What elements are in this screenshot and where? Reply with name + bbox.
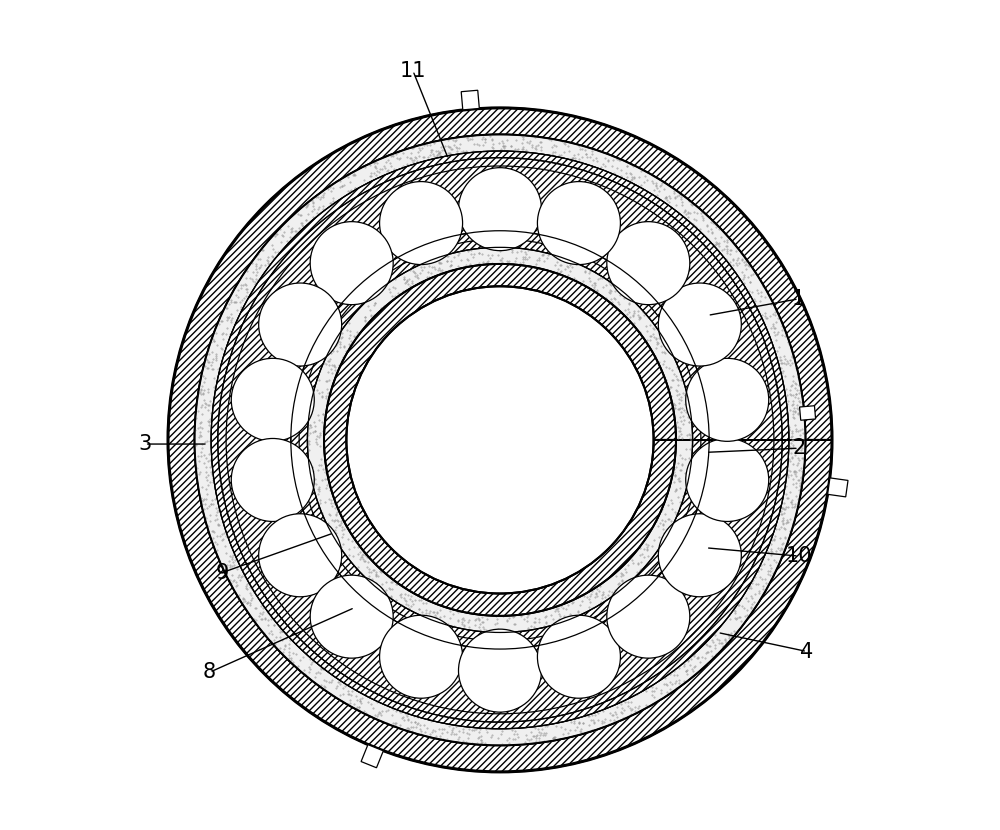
Polygon shape (361, 745, 383, 768)
Polygon shape (307, 247, 693, 632)
Text: 3: 3 (138, 434, 151, 454)
Polygon shape (461, 90, 479, 110)
Text: 4: 4 (800, 642, 814, 662)
Text: 1: 1 (792, 289, 805, 309)
Circle shape (537, 182, 620, 265)
Circle shape (346, 286, 654, 593)
Circle shape (607, 222, 690, 305)
Circle shape (231, 359, 314, 442)
Circle shape (380, 182, 463, 265)
Circle shape (658, 283, 741, 366)
Circle shape (168, 108, 832, 772)
Circle shape (658, 514, 741, 597)
Text: 9: 9 (215, 563, 229, 583)
Text: 8: 8 (203, 662, 216, 682)
Circle shape (607, 575, 690, 658)
Polygon shape (800, 406, 816, 420)
Polygon shape (226, 166, 774, 714)
Text: 10: 10 (786, 546, 812, 566)
Text: 2: 2 (792, 438, 805, 458)
Polygon shape (218, 158, 782, 722)
Text: 11: 11 (400, 61, 426, 81)
Polygon shape (828, 478, 848, 497)
Polygon shape (211, 151, 789, 729)
Circle shape (310, 222, 393, 305)
Circle shape (259, 514, 342, 597)
Polygon shape (195, 134, 805, 745)
Circle shape (310, 575, 393, 658)
Polygon shape (324, 264, 676, 616)
Circle shape (458, 629, 541, 712)
Polygon shape (168, 108, 832, 772)
Circle shape (686, 438, 769, 521)
Circle shape (686, 359, 769, 442)
Circle shape (380, 615, 463, 698)
Circle shape (537, 615, 620, 698)
Polygon shape (291, 231, 709, 649)
Circle shape (259, 283, 342, 366)
Circle shape (231, 438, 314, 521)
Circle shape (458, 168, 542, 251)
